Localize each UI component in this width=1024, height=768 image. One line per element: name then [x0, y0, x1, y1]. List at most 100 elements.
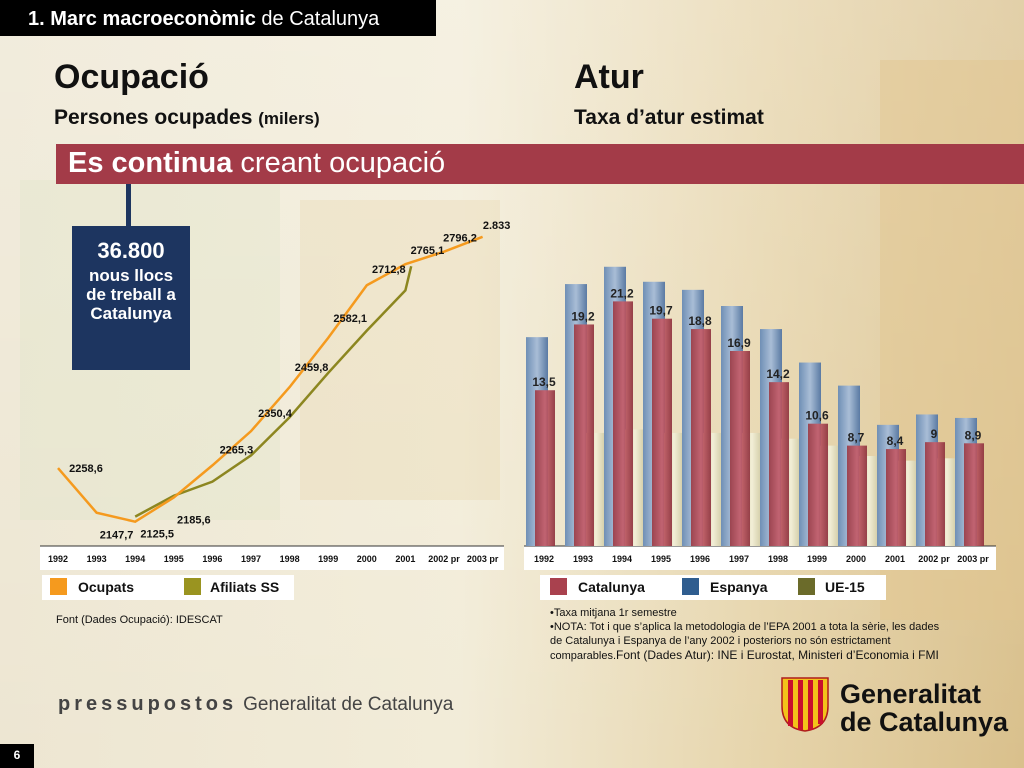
bar-xtick-label: 1993 — [573, 554, 593, 564]
bar-xtick-label: 1996 — [690, 554, 710, 564]
generalitat-logo-icon — [781, 677, 829, 732]
ocupats-data-label: 2.833 — [483, 220, 511, 232]
series-ocupats-line — [57, 235, 484, 524]
legend-swatch-ue15 — [798, 578, 815, 595]
ocupats-data-label: 2459,8 — [295, 362, 329, 374]
source-right: Font (Dades Atur): INE i Eurostat, Minis… — [616, 648, 939, 662]
source-left: Font (Dades Ocupació): IDESCAT — [56, 614, 223, 626]
line-xtick-label: 1999 — [318, 554, 338, 564]
right-title: Atur — [574, 58, 644, 96]
callout-number: 36.800 — [97, 238, 165, 263]
line-xtick-label: 1995 — [164, 554, 184, 564]
line-xtick-label: 1992 — [48, 554, 68, 564]
catalunya-data-label: 21,2 — [610, 286, 634, 300]
ocupats-data-label: 2350,4 — [258, 408, 293, 420]
generalitat-wordmark: Generalitat de Catalunya — [840, 679, 1009, 737]
line-xtick-label: 1993 — [87, 554, 107, 564]
bar-xtick-label: 1992 — [534, 554, 554, 564]
line-xtick-label: 1996 — [202, 554, 222, 564]
bar-catalunya — [886, 449, 906, 546]
catalunya-data-label: 13,5 — [532, 375, 556, 389]
line-xtick-label: 2002 pr — [428, 554, 460, 564]
catalunya-data-label: 18,8 — [688, 314, 712, 328]
line-xaxis-band — [40, 546, 504, 570]
headline-text: Es continua creant ocupació — [68, 147, 446, 179]
bar-xaxis-band — [524, 546, 996, 570]
legend-label-espanya: Espanya — [710, 579, 768, 595]
legend-swatch-ocupats — [50, 578, 67, 595]
legend-right: Catalunya Espanya UE-15 — [540, 575, 886, 600]
ocupats-data-label: 2582,1 — [333, 313, 367, 325]
bar-xtick-label: 1995 — [651, 554, 671, 564]
bar-xtick-label: 2002 pr — [918, 554, 950, 564]
catalunya-data-label: 8,9 — [965, 428, 982, 442]
legend-left: Ocupats Afiliats SS — [42, 575, 294, 600]
bar-catalunya — [847, 445, 867, 546]
catalunya-data-label: 8,4 — [887, 434, 904, 448]
bar-catalunya — [652, 318, 672, 546]
note-methodology: •NOTA: Tot i que s’aplica la metodologia… — [550, 621, 940, 662]
catalunya-data-label: 8,7 — [848, 431, 865, 445]
right-subtitle: Taxa d’atur estimat — [574, 106, 764, 129]
ocupats-data-label: 2765,1 — [411, 245, 445, 257]
legend-swatch-catalunya — [550, 578, 567, 595]
line-xtick-label: 2003 pr — [467, 554, 499, 564]
bar-catalunya — [535, 390, 555, 546]
bar-xtick-label: 1999 — [807, 554, 827, 564]
catalunya-data-label: 16,9 — [727, 336, 751, 350]
legend-label-afiliats: Afiliats SS — [210, 579, 280, 595]
section-title: 1. Marc macroeconòmic de Catalunya — [28, 8, 380, 30]
line-xtick-label: 1998 — [280, 554, 300, 564]
footer-brand: pressupostos Generalitat de Catalunya — [58, 693, 454, 715]
bar-catalunya — [730, 351, 750, 546]
line-xtick-label: 2001 — [395, 554, 415, 564]
bar-xtick-label: 1997 — [729, 554, 749, 564]
catalunya-data-label: 19,2 — [571, 309, 595, 323]
left-title: Ocupació — [54, 58, 209, 96]
catalunya-data-label: 9 — [931, 427, 938, 441]
ocupats-data-label: 2125,5 — [140, 529, 174, 541]
page-number: 6 — [13, 748, 21, 762]
line-xtick-label: 1997 — [241, 554, 261, 564]
series-afiliats-line — [134, 265, 413, 518]
bar-xtick-label: 1994 — [612, 554, 632, 564]
line-xtick-label: 2000 — [357, 554, 377, 564]
page-number-box — [0, 744, 34, 768]
legend-swatch-afiliats — [184, 578, 201, 595]
bar-xtick-label: 2003 pr — [957, 554, 989, 564]
section-bar — [0, 0, 436, 36]
callout-text: nous llocs de treball a Catalunya — [86, 266, 176, 323]
notes-right: •Taxa mitjana 1r semestre •NOTA: Tot i q… — [550, 606, 946, 663]
bar-catalunya — [925, 442, 945, 546]
bar-catalunya — [769, 382, 789, 546]
callout-connector — [126, 184, 131, 228]
bar-xtick-label: 2000 — [846, 554, 866, 564]
headline-banner: Es continua creant ocupació — [56, 144, 1024, 184]
catalunya-data-label: 14,2 — [766, 367, 790, 381]
bar-catalunya — [574, 324, 594, 546]
ocupats-data-label: 2185,6 — [177, 514, 211, 526]
ocupats-data-label: 2258,6 — [69, 463, 103, 475]
ocupats-data-label: 2796,2 — [443, 233, 477, 245]
line-xtick-label: 1994 — [125, 554, 145, 564]
bar-xtick-label: 2001 — [885, 554, 905, 564]
ocupats-data-label: 2147,7 — [100, 530, 134, 542]
legend-label-ocupats: Ocupats — [78, 579, 135, 595]
bar-catalunya — [691, 329, 711, 546]
catalunya-data-label: 10,6 — [805, 409, 829, 423]
legend-label-catalunya: Catalunya — [578, 579, 645, 595]
catalunya-data-label: 19,7 — [649, 304, 673, 318]
ocupats-data-label: 2265,3 — [220, 444, 254, 456]
ocupats-data-label: 2712,8 — [372, 264, 406, 276]
left-subtitle: Persones ocupades (milers) — [54, 106, 320, 129]
bar-catalunya — [964, 443, 984, 546]
note-semester: •Taxa mitjana 1r semestre — [550, 607, 677, 619]
legend-label-ue15: UE-15 — [825, 579, 865, 595]
bar-catalunya — [613, 301, 633, 546]
callout-box: 36.800 nous llocs de treball a Catalunya — [72, 226, 190, 370]
bar-catalunya — [808, 423, 828, 546]
bar-xtick-label: 1998 — [768, 554, 788, 564]
legend-swatch-espanya — [682, 578, 699, 595]
